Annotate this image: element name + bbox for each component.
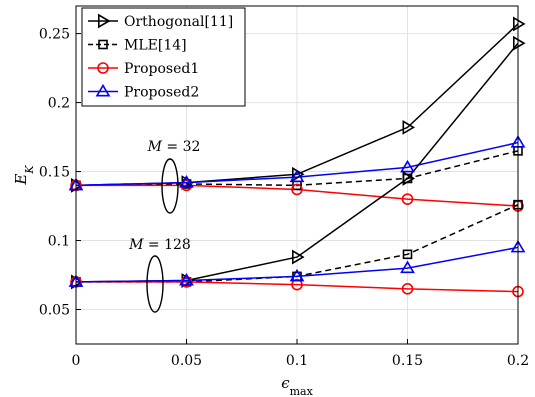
data-point-orthogonal-11 xyxy=(291,249,305,265)
legend-label: Proposed1 xyxy=(124,61,199,77)
data-point-orthogonal-11 xyxy=(512,16,526,32)
group-label: M = 128 xyxy=(128,237,191,253)
legend-label: Proposed2 xyxy=(124,85,199,101)
data-point-orthogonal-11 xyxy=(402,120,416,135)
plot-frame xyxy=(75,5,519,345)
y-tick-label: 0.25 xyxy=(39,27,70,43)
data-point-proposed2 xyxy=(179,175,194,188)
series-line-proposed1 xyxy=(76,281,519,293)
data-point-proposed1 xyxy=(291,183,303,196)
annotations: M = 32 M = 128 xyxy=(128,139,201,313)
legend-marker xyxy=(97,62,109,74)
group-ellipse xyxy=(146,255,164,313)
y-tick-label: 0.15 xyxy=(39,165,70,181)
x-tick-label: 0 xyxy=(72,353,81,369)
y-tick-label: 0.2 xyxy=(48,96,70,112)
y-tick-label: 0.05 xyxy=(39,303,70,319)
data-point-proposed1 xyxy=(291,278,303,291)
x-tick-labels: 0 0.05 0.1 0.15 0.2 xyxy=(72,353,530,369)
y-tick-labels: 0.05 0.1 0.15 0.2 0.25 xyxy=(39,27,70,319)
legend-label: MLE[14] xyxy=(124,38,187,54)
series-line-mle-14 xyxy=(75,150,519,187)
group-ellipse xyxy=(161,158,179,214)
legend-marker xyxy=(98,13,111,29)
legend-marker xyxy=(98,39,108,50)
data-point-proposed2 xyxy=(289,268,305,282)
data-point-proposed2 xyxy=(289,169,305,183)
x-tick-label: 0.1 xyxy=(286,353,308,369)
data-point-orthogonal-11 xyxy=(402,171,416,186)
legend: Orthogonal[11] MLE[14] Proposed1 Proposed2 xyxy=(81,7,246,107)
data-point-proposed2 xyxy=(400,159,415,173)
x-axis-label: ϵmax xyxy=(281,374,313,397)
x-tick-label: 0.05 xyxy=(171,353,202,369)
data-point-proposed2 xyxy=(179,272,194,286)
y-tick-label: 0.1 xyxy=(48,234,70,250)
data-point-proposed1 xyxy=(401,193,414,205)
legend-marker xyxy=(95,83,111,97)
y-axis-label: EK xyxy=(12,165,36,186)
series-line-proposed2 xyxy=(75,246,519,283)
legend-label: Orthogonal[11] xyxy=(124,14,233,30)
data-point-orthogonal-11 xyxy=(512,35,526,51)
group-label: M = 32 xyxy=(147,139,201,155)
data-point-proposed1 xyxy=(401,283,414,295)
data-point-proposed2 xyxy=(400,260,415,274)
legend-box xyxy=(81,7,246,107)
x-tick-label: 0.15 xyxy=(392,353,423,369)
data-point-mle-14 xyxy=(402,249,413,260)
x-tick-label: 0.2 xyxy=(507,353,529,369)
